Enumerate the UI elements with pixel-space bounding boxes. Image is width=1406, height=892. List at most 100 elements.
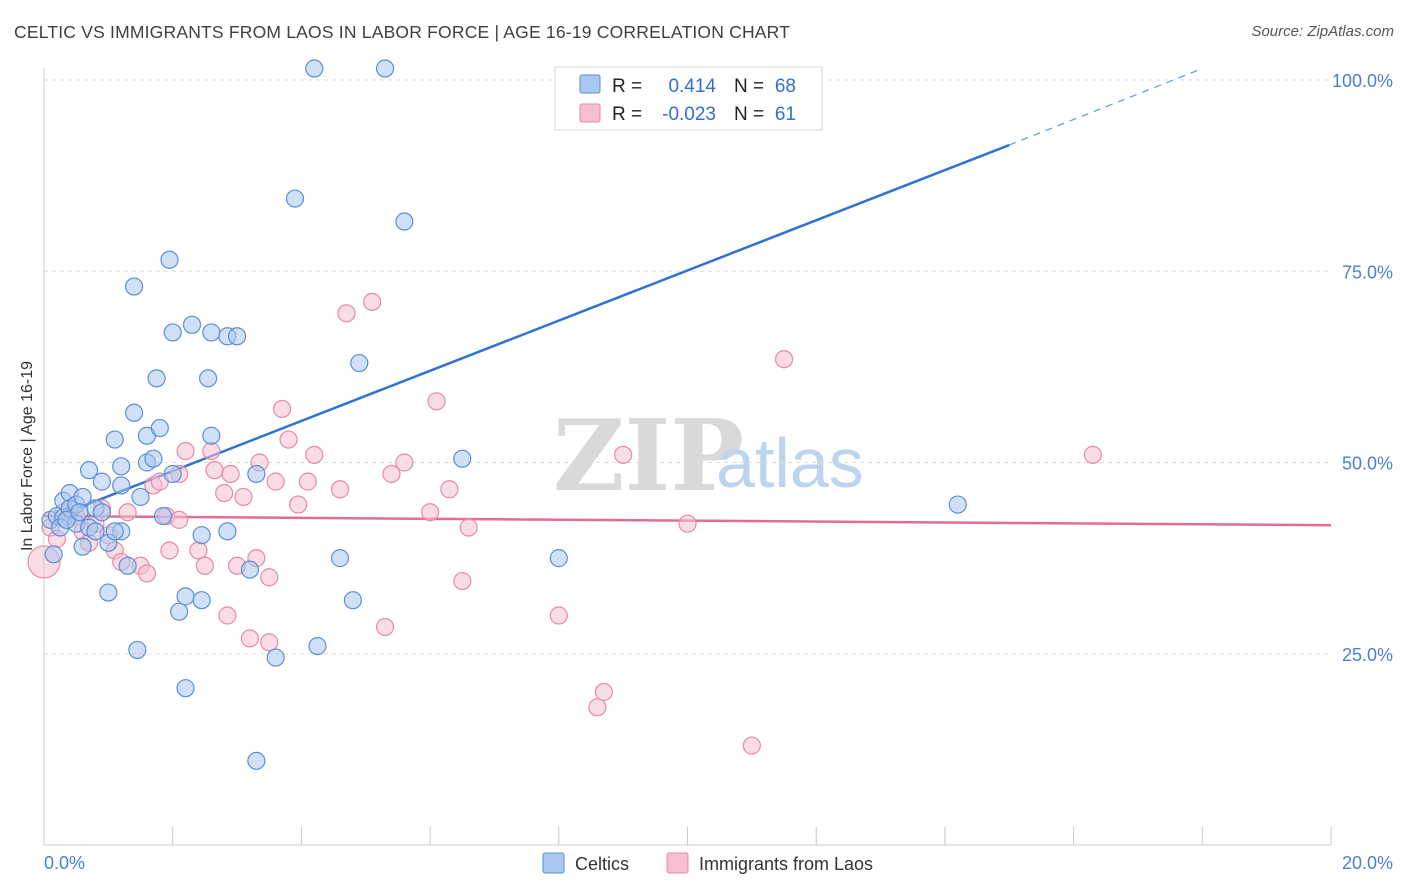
celtic-point	[105, 430, 124, 449]
celtic-point	[247, 464, 266, 484]
celtic-point	[44, 545, 63, 564]
celtic-point	[73, 487, 92, 507]
celtic-point	[192, 526, 211, 545]
celtic-point	[202, 323, 221, 342]
celtic-point	[192, 591, 211, 610]
celtic-point	[240, 560, 260, 579]
celtic-trend-extension	[1009, 67, 1203, 146]
celtic-point	[150, 418, 169, 438]
legend-laos-label: Immigrants from Laos	[699, 854, 873, 874]
laos-point	[160, 541, 179, 560]
laos-point	[205, 461, 224, 480]
laos-point	[549, 606, 568, 625]
laos-point	[272, 399, 292, 419]
laos-point	[1083, 445, 1103, 464]
laos-point	[289, 495, 308, 514]
celtic-point	[73, 537, 92, 556]
celtic-point	[118, 556, 137, 575]
celtic-point	[182, 315, 202, 334]
celtic-point	[266, 648, 285, 667]
celtic-point	[247, 751, 266, 770]
celtic-point	[395, 212, 414, 231]
legend-laos-swatch	[666, 852, 689, 874]
laos-point	[260, 633, 279, 652]
laos-point	[305, 445, 324, 464]
celtic-point	[176, 587, 195, 606]
celtic-point	[153, 506, 173, 526]
laos-point	[742, 736, 761, 755]
laos-point	[234, 487, 253, 507]
celtic-point	[453, 449, 472, 468]
celtic-point	[79, 461, 99, 480]
laos-point	[678, 514, 697, 533]
celtic-point	[218, 522, 237, 541]
celtic-point	[99, 583, 118, 602]
stats-celtic-n-value: 68	[775, 76, 796, 97]
celtic-trend-line	[62, 143, 1010, 515]
stats-celtic-swatch	[579, 74, 601, 94]
y-tick-label: 100.0%	[1332, 71, 1393, 91]
stats-celtic-r-value: 0.414	[668, 76, 716, 97]
celtic-point	[131, 487, 150, 507]
laos-point	[279, 430, 298, 449]
laos-point	[195, 556, 214, 575]
laos-point	[375, 617, 395, 637]
laos-point	[218, 606, 237, 625]
celtic-point	[92, 472, 112, 491]
celtic-point	[350, 353, 369, 373]
celtic-point	[176, 679, 195, 698]
celtic-point	[124, 277, 144, 296]
legend-celtic-label: Celtics	[575, 854, 629, 874]
celtic-point	[144, 449, 163, 468]
watermark: ZIP atlas	[553, 399, 864, 514]
laos-point	[774, 350, 794, 369]
celtic-point	[163, 464, 182, 484]
stats-legend: R = 0.414 N = 68 R = -0.023 N = 61	[554, 66, 823, 131]
stats-laos-n-value: 61	[775, 104, 796, 125]
y-tick-label: 50.0%	[1342, 454, 1393, 474]
celtic-point	[202, 426, 221, 445]
axes	[43, 68, 1332, 846]
source-credit: Source: ZipAtlas.com	[1251, 23, 1394, 40]
laos-point	[421, 503, 440, 522]
stats-laos-r-label: R =	[612, 104, 642, 125]
x-tick-label: 0.0%	[44, 853, 85, 873]
celtic-point	[305, 59, 324, 78]
stats-laos-swatch	[579, 103, 601, 123]
celtic-point	[128, 640, 147, 660]
laos-point	[382, 464, 401, 484]
laos-point	[137, 564, 157, 583]
laos-point	[221, 464, 240, 484]
x-tick-labels: 0.0% 20.0%	[44, 853, 1393, 873]
stats-laos-r-value: -0.023	[662, 104, 716, 125]
celtic-point	[160, 250, 179, 269]
laos-point	[588, 698, 607, 717]
laos-point	[170, 510, 189, 529]
celtic-points	[41, 59, 967, 770]
series-legend: Celtics Immigrants from Laos	[542, 852, 873, 874]
watermark-zip: ZIP	[553, 399, 744, 514]
celtic-point	[92, 503, 112, 522]
laos-point	[266, 472, 285, 491]
laos-point	[337, 304, 356, 323]
laos-point	[330, 480, 350, 499]
y-tick-label: 25.0%	[1342, 645, 1393, 665]
laos-point	[440, 480, 459, 499]
laos-point	[453, 571, 472, 591]
celtic-point	[948, 495, 967, 514]
celtic-point	[86, 522, 105, 541]
laos-point	[240, 629, 260, 648]
stats-laos-n-label: N =	[734, 104, 764, 125]
laos-point	[298, 472, 317, 491]
laos-point	[459, 518, 478, 537]
celtic-point	[375, 59, 395, 78]
laos-point	[363, 292, 382, 311]
laos-point	[202, 441, 221, 461]
celtic-point	[308, 636, 327, 656]
laos-point	[594, 682, 613, 702]
x-tick-label: 20.0%	[1342, 853, 1393, 873]
celtic-point	[285, 189, 305, 208]
celtic-point	[170, 602, 189, 621]
celtic-point	[105, 522, 124, 541]
